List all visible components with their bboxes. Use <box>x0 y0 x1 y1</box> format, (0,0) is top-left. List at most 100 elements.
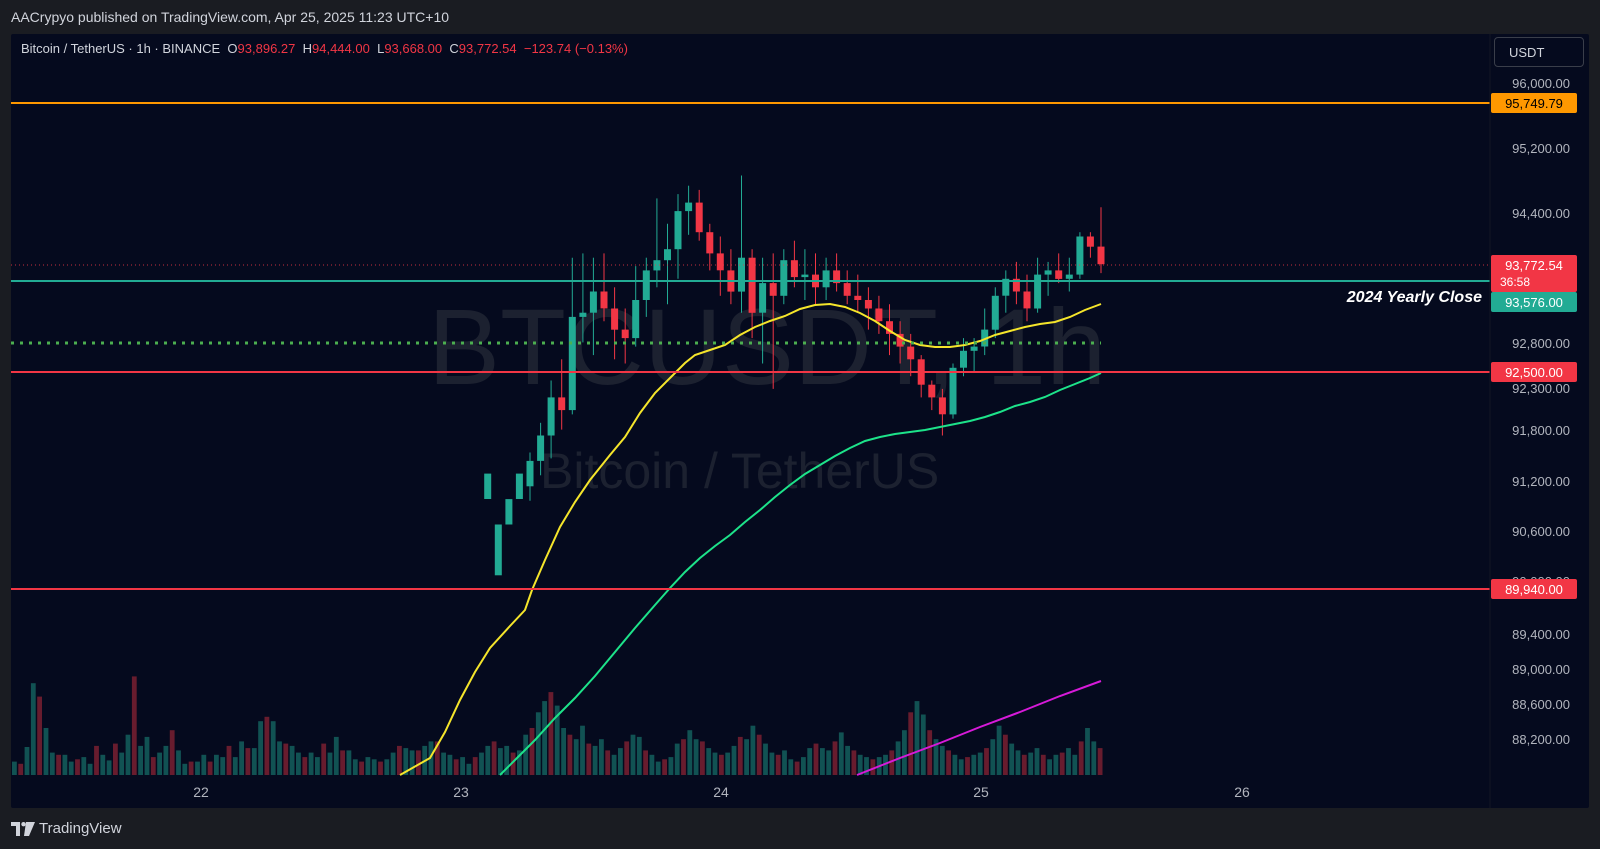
price-tick-label: 88,600.00 <box>1512 697 1570 712</box>
volume-bar <box>239 741 244 775</box>
candle-body <box>907 346 915 360</box>
candle-body <box>1076 236 1084 275</box>
volume-bar <box>996 725 1002 775</box>
volume-bar <box>725 752 731 775</box>
volume-bar <box>1028 752 1034 775</box>
volume-bar <box>220 757 226 775</box>
volume-bar <box>624 741 630 775</box>
volume-bar <box>491 741 497 775</box>
time-axis[interactable]: 22 23 24 25 26 <box>193 784 1250 800</box>
chart-panel[interactable] <box>11 34 1589 808</box>
publish-header: AACrypyo published on TradingView.com, A… <box>0 0 1600 34</box>
volume-bar <box>113 743 118 775</box>
volume-bar <box>43 728 49 775</box>
candle-body <box>769 283 777 296</box>
volume-bar <box>75 759 80 775</box>
low-value: 93,668.00 <box>384 41 443 56</box>
price-tick-label: 92,800.00 <box>1512 336 1570 351</box>
tradingview-brand: TradingView <box>39 820 122 837</box>
candle-body <box>790 260 798 278</box>
volume-bar <box>485 745 491 775</box>
candle-body <box>864 300 872 309</box>
volume-bar <box>592 745 598 775</box>
volume-bar <box>750 725 756 775</box>
volume-bar <box>315 757 320 775</box>
volume-bar <box>1059 752 1065 775</box>
volume-bar <box>119 752 125 775</box>
volume-bar <box>794 761 800 775</box>
candle-body <box>537 435 545 461</box>
price-axis[interactable]: 96,000.0095,200.0094,400.0093,400.0092,8… <box>1512 76 1570 747</box>
candle-body <box>822 270 830 288</box>
volume-bar <box>902 730 907 775</box>
volume-bar <box>965 757 970 775</box>
volume-bar <box>270 721 276 775</box>
volume-bar <box>1047 759 1052 775</box>
volume-bar <box>719 754 724 775</box>
currency-button[interactable]: USDT <box>1494 37 1584 67</box>
candle-body <box>928 384 936 398</box>
candle-body <box>759 283 767 313</box>
volume-bar <box>908 712 914 775</box>
tradingview-logo[interactable]: TradingView <box>11 820 122 837</box>
volume-bar <box>226 745 232 775</box>
volume-bar <box>674 743 680 775</box>
volume-bar <box>889 750 895 775</box>
volume-bar <box>1034 748 1040 775</box>
symbol-name: Bitcoin / TetherUS · 1h · BINANCE <box>21 41 221 56</box>
volume-bar <box>498 748 503 775</box>
volume-bar <box>302 757 308 775</box>
volume-bar <box>1078 741 1084 775</box>
volume-bar <box>820 748 825 775</box>
volume-bar <box>523 734 529 775</box>
candle-body <box>970 346 978 351</box>
volume-bar <box>971 754 977 775</box>
volume-bar <box>744 739 749 775</box>
last-price-bg <box>1491 255 1577 292</box>
volume-bar <box>529 728 535 775</box>
volume-bar <box>681 739 686 775</box>
volume-bar <box>434 741 440 775</box>
candle-body <box>1002 278 1010 296</box>
published-info: AACrypyo published on TradingView.com, A… <box>11 9 450 25</box>
candle-body <box>801 274 809 278</box>
label-93576: 93,576.00 <box>1505 295 1563 310</box>
last-price-label: 93,772.54 <box>1505 258 1563 273</box>
volume-bar <box>1085 728 1090 775</box>
volume-bar <box>851 750 857 775</box>
symbol-legend[interactable]: Bitcoin / TetherUS · 1h · BINANCE O93,89… <box>21 41 628 56</box>
volume-bar <box>169 730 175 775</box>
volume-bar <box>333 736 339 775</box>
price-tick-label: 95,200.00 <box>1512 141 1570 156</box>
price-tick-label: 94,400.00 <box>1512 206 1570 221</box>
volume-bar <box>232 757 238 775</box>
volume-bar <box>693 739 699 775</box>
volume-bar <box>479 752 484 775</box>
volume-bar <box>94 745 99 775</box>
candle-body <box>875 308 883 322</box>
label-93576-bg <box>1491 292 1577 312</box>
volume-bar <box>599 739 604 775</box>
volume-bar <box>517 750 522 775</box>
moving-averages <box>399 302 1102 776</box>
candle-body <box>949 367 957 415</box>
volume-bar <box>264 716 270 775</box>
volume-bar <box>195 761 200 775</box>
volume-bar <box>731 745 737 775</box>
volume-bar <box>832 741 838 775</box>
volume-bar <box>554 705 560 775</box>
volume-bar <box>384 759 390 775</box>
watermark-name: Bitcoin / TetherUS <box>540 443 939 499</box>
label-89940: 89,940.00 <box>1505 582 1563 597</box>
volume-bar <box>561 728 566 775</box>
horizontal-levels[interactable] <box>11 102 1490 590</box>
volume-bar <box>258 721 263 775</box>
volume-bar <box>18 763 24 775</box>
yearly-close-annotation: 2024 Yearly Close <box>1346 289 1482 306</box>
volume-bar <box>946 750 951 775</box>
volume-bar <box>1015 750 1021 775</box>
candle-body <box>494 524 502 576</box>
volume-bar <box>1072 754 1078 775</box>
volume-bar <box>62 754 68 775</box>
